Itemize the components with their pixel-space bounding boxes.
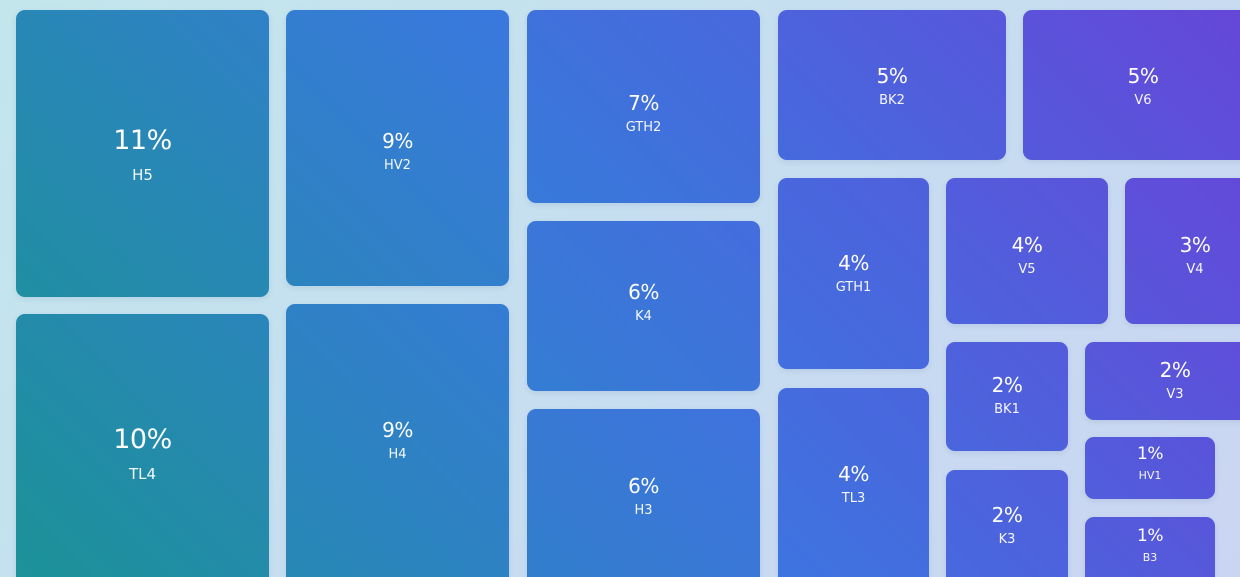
tile-label-bk1: BK1	[994, 402, 1020, 417]
treemap-tile-hv2: 9% HV2	[286, 10, 509, 286]
tile-label-tl3: TL3	[841, 491, 866, 506]
tile-value-bk2: 5%	[876, 64, 908, 88]
tile-label-v6: V6	[1134, 93, 1152, 108]
treemap-tile-v5: 4% V5	[946, 178, 1108, 324]
tile-value-k4: 6%	[628, 280, 659, 304]
treemap-tile-v4: 3% V4	[1125, 178, 1240, 324]
tile-label-gth1: GTH1	[835, 280, 872, 295]
treemap-tile-k3: 2% K3	[946, 470, 1068, 577]
tile-label-hv1: HV1	[1138, 469, 1162, 482]
tile-value-v4: 3%	[1179, 233, 1211, 257]
tile-label-h4: H4	[388, 447, 407, 462]
tile-label-v4: V4	[1186, 262, 1204, 277]
tile-label-v5: V5	[1018, 262, 1036, 277]
tile-value-tl3: 4%	[838, 462, 869, 486]
tile-label-k3: K3	[998, 532, 1016, 547]
treemap-tile-bk1: 2% BK1	[946, 342, 1068, 451]
treemap-tile-gth2: 7% GTH2	[527, 10, 760, 203]
tile-value-gth2: 7%	[628, 91, 659, 115]
tile-value-h3: 6%	[628, 474, 659, 498]
tile-value-hv2: 9%	[382, 129, 413, 153]
treemap-tile-k4: 6% K4	[527, 221, 760, 391]
treemap-tile-v3: 2% V3	[1085, 342, 1240, 420]
treemap-tile-bk2: 5% BK2	[778, 10, 1006, 160]
tile-label-hv2: HV2	[384, 158, 411, 173]
tile-value-tl4: 10%	[113, 424, 172, 455]
treemap-tile-hv1: 1% HV1	[1085, 437, 1215, 499]
treemap-tile-tl3: 4% TL3	[778, 388, 929, 577]
tile-value-h5: 11%	[113, 125, 172, 156]
tile-label-h5: H5	[132, 166, 153, 184]
tile-label-bk2: BK2	[879, 93, 905, 108]
treemap-tile-h4: 9% H4	[286, 304, 509, 577]
treemap-tile-b3: 1% B3	[1085, 517, 1215, 577]
tile-label-h3: H3	[634, 503, 653, 518]
treemap-tile-h3: 6% H3	[527, 409, 760, 577]
tile-label-gth2: GTH2	[625, 120, 662, 135]
treemap-tile-tl4: 10% TL4	[16, 314, 269, 577]
tile-label-v3: V3	[1166, 387, 1184, 402]
tile-value-bk1: 2%	[991, 373, 1023, 397]
treemap-tile-v6: 5% V6	[1023, 10, 1240, 160]
tile-value-v5: 4%	[1011, 233, 1043, 257]
tile-value-gth1: 4%	[838, 251, 869, 275]
tile-label-tl4: TL4	[128, 465, 157, 483]
treemap-tile-h5: 11% H5	[16, 10, 269, 297]
tile-value-k3: 2%	[991, 503, 1023, 527]
tile-label-k4: K4	[635, 309, 652, 324]
tile-value-v3: 2%	[1159, 358, 1191, 382]
tile-value-h4: 9%	[382, 418, 413, 442]
treemap-tile-gth1: 4% GTH1	[778, 178, 929, 369]
tile-label-b3: B3	[1142, 551, 1158, 564]
tile-value-hv1: 1%	[1137, 444, 1163, 464]
tile-value-v6: 5%	[1127, 64, 1159, 88]
tile-value-b3: 1%	[1137, 526, 1163, 546]
